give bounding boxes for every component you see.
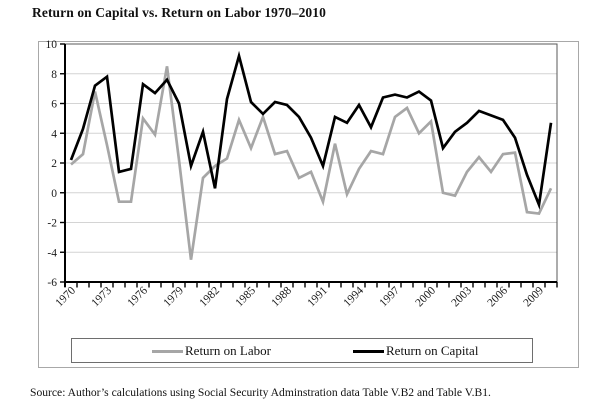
svg-text:1976: 1976: [125, 284, 150, 309]
chart-legend: Return on Labor Return on Capital: [71, 338, 533, 363]
labor-line-swatch-icon: [152, 349, 183, 353]
legend-label-labor: Return on Labor: [185, 343, 271, 358]
chart-title: Return on Capital vs. Return on Labor 19…: [32, 5, 326, 20]
x-tick-labels: 1970 1973 1976 1979 1982 1985 1988 1991 1994 1997…: [53, 284, 546, 309]
capital-line-swatch-icon: [353, 349, 384, 353]
capital-line: [69, 50, 553, 210]
svg-text:1997: 1997: [377, 284, 402, 309]
svg-text:-4: -4: [47, 247, 57, 259]
svg-text:1994: 1994: [341, 284, 366, 309]
svg-text:2009: 2009: [521, 284, 546, 309]
svg-text:10: 10: [46, 39, 58, 51]
source-note: Source: Author’s calculations using Soci…: [30, 386, 491, 399]
svg-text:2006: 2006: [485, 284, 510, 309]
svg-text:2: 2: [51, 158, 57, 170]
svg-text:1991: 1991: [305, 284, 330, 309]
svg-text:-2: -2: [47, 218, 57, 230]
svg-text:-6: -6: [47, 277, 57, 289]
svg-text:1988: 1988: [269, 284, 294, 309]
legend-item-labor: Return on Labor: [152, 344, 271, 358]
legend-label-capital: Return on Capital: [386, 343, 479, 358]
legend-item-capital: Return on Capital: [353, 344, 478, 358]
svg-text:1979: 1979: [161, 284, 186, 309]
svg-text:1970: 1970: [53, 284, 78, 309]
svg-text:4: 4: [51, 128, 57, 140]
svg-text:2000: 2000: [413, 284, 438, 309]
svg-text:1982: 1982: [197, 284, 222, 309]
labor-line: [70, 66, 553, 260]
svg-text:2003: 2003: [449, 284, 474, 309]
svg-text:1985: 1985: [233, 284, 258, 309]
axes: [60, 43, 558, 288]
chart-area-frame: [38, 41, 579, 368]
svg-text:0: 0: [51, 188, 57, 200]
svg-text:6: 6: [51, 99, 57, 111]
y-tick-labels: -6 -4 -2 0 2 4 6 8 10: [46, 39, 58, 289]
svg-text:8: 8: [51, 69, 57, 81]
svg-text:1973: 1973: [89, 284, 114, 309]
